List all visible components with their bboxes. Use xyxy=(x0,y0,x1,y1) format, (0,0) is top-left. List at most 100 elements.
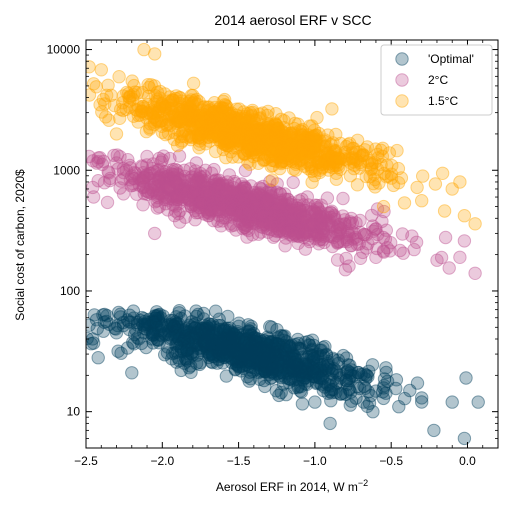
data-point xyxy=(269,342,283,356)
data-point xyxy=(225,333,240,348)
data-point xyxy=(244,350,258,365)
data-point xyxy=(284,217,298,231)
data-point xyxy=(177,333,191,347)
data-point xyxy=(254,209,268,224)
data-point xyxy=(109,127,124,141)
data-point xyxy=(271,357,286,371)
data-point xyxy=(238,210,252,225)
data-point xyxy=(266,339,280,353)
data-point xyxy=(257,359,272,374)
data-point xyxy=(313,219,328,234)
data-point xyxy=(276,366,290,380)
data-point xyxy=(239,343,253,357)
data-point xyxy=(232,316,246,330)
data-point xyxy=(251,352,265,366)
data-point xyxy=(198,336,212,350)
data-point xyxy=(313,371,327,385)
data-point xyxy=(292,225,307,239)
data-point xyxy=(348,369,362,384)
data-point xyxy=(438,230,453,245)
data-point xyxy=(272,388,286,403)
data-point xyxy=(109,322,123,336)
data-point xyxy=(180,354,195,368)
data-point xyxy=(102,113,116,127)
data-point xyxy=(161,203,175,217)
data-point xyxy=(222,338,236,353)
data-point xyxy=(415,395,429,409)
data-point xyxy=(113,310,128,324)
data-point xyxy=(268,208,283,222)
data-point xyxy=(209,324,223,338)
data-point xyxy=(257,333,271,348)
data-point xyxy=(205,317,220,331)
data-point xyxy=(323,372,337,386)
data-point xyxy=(410,376,425,390)
data-point xyxy=(275,224,290,239)
data-point xyxy=(227,340,242,354)
data-point xyxy=(226,352,240,366)
data-point xyxy=(154,317,169,331)
data-point xyxy=(269,336,283,350)
data-point xyxy=(319,361,333,375)
data-point xyxy=(152,323,166,337)
data-point xyxy=(453,250,467,264)
data-point xyxy=(376,381,391,395)
data-point xyxy=(341,358,355,372)
data-point xyxy=(222,335,237,349)
data-point xyxy=(163,171,178,185)
data-point xyxy=(285,347,300,361)
data-point xyxy=(202,348,217,362)
data-point xyxy=(285,348,299,362)
data-point xyxy=(281,209,295,223)
data-point xyxy=(223,338,238,352)
data-point xyxy=(333,371,347,385)
data-point xyxy=(197,334,211,348)
data-point xyxy=(241,353,255,368)
data-point xyxy=(144,78,158,92)
data-point xyxy=(214,337,228,352)
data-point xyxy=(241,318,255,332)
data-point xyxy=(206,343,220,357)
data-point xyxy=(258,345,273,359)
data-point xyxy=(290,354,305,368)
data-point xyxy=(249,340,263,354)
data-point xyxy=(241,359,256,373)
legend-marker xyxy=(395,94,409,108)
data-point xyxy=(294,379,308,394)
data-point xyxy=(208,342,223,356)
data-point xyxy=(126,177,140,191)
data-point xyxy=(308,395,322,409)
data-point xyxy=(231,359,246,373)
data-point xyxy=(258,344,272,358)
data-point xyxy=(188,183,202,197)
data-point xyxy=(255,364,269,378)
data-point xyxy=(314,228,328,242)
data-point xyxy=(210,326,225,340)
data-point xyxy=(205,337,219,351)
data-point xyxy=(182,193,196,207)
data-point xyxy=(179,352,193,367)
data-point xyxy=(174,102,188,117)
data-point xyxy=(179,186,194,201)
data-point xyxy=(205,178,219,193)
legend: 'Optimal' 2°C 1.5°C xyxy=(380,44,493,116)
data-point xyxy=(214,331,228,345)
data-point xyxy=(180,182,195,196)
data-point xyxy=(265,366,279,380)
data-point xyxy=(289,358,303,372)
data-point xyxy=(174,363,188,378)
data-point xyxy=(353,381,367,396)
data-point xyxy=(189,199,203,213)
data-point xyxy=(219,330,234,344)
data-point xyxy=(271,360,285,375)
data-point xyxy=(146,328,160,342)
data-point xyxy=(215,348,230,363)
data-point xyxy=(288,356,302,370)
data-point xyxy=(277,338,291,353)
data-point xyxy=(136,318,151,332)
data-point xyxy=(327,353,341,367)
data-point xyxy=(309,375,324,389)
data-point xyxy=(301,232,316,247)
data-point xyxy=(171,332,186,346)
data-point xyxy=(182,331,197,345)
